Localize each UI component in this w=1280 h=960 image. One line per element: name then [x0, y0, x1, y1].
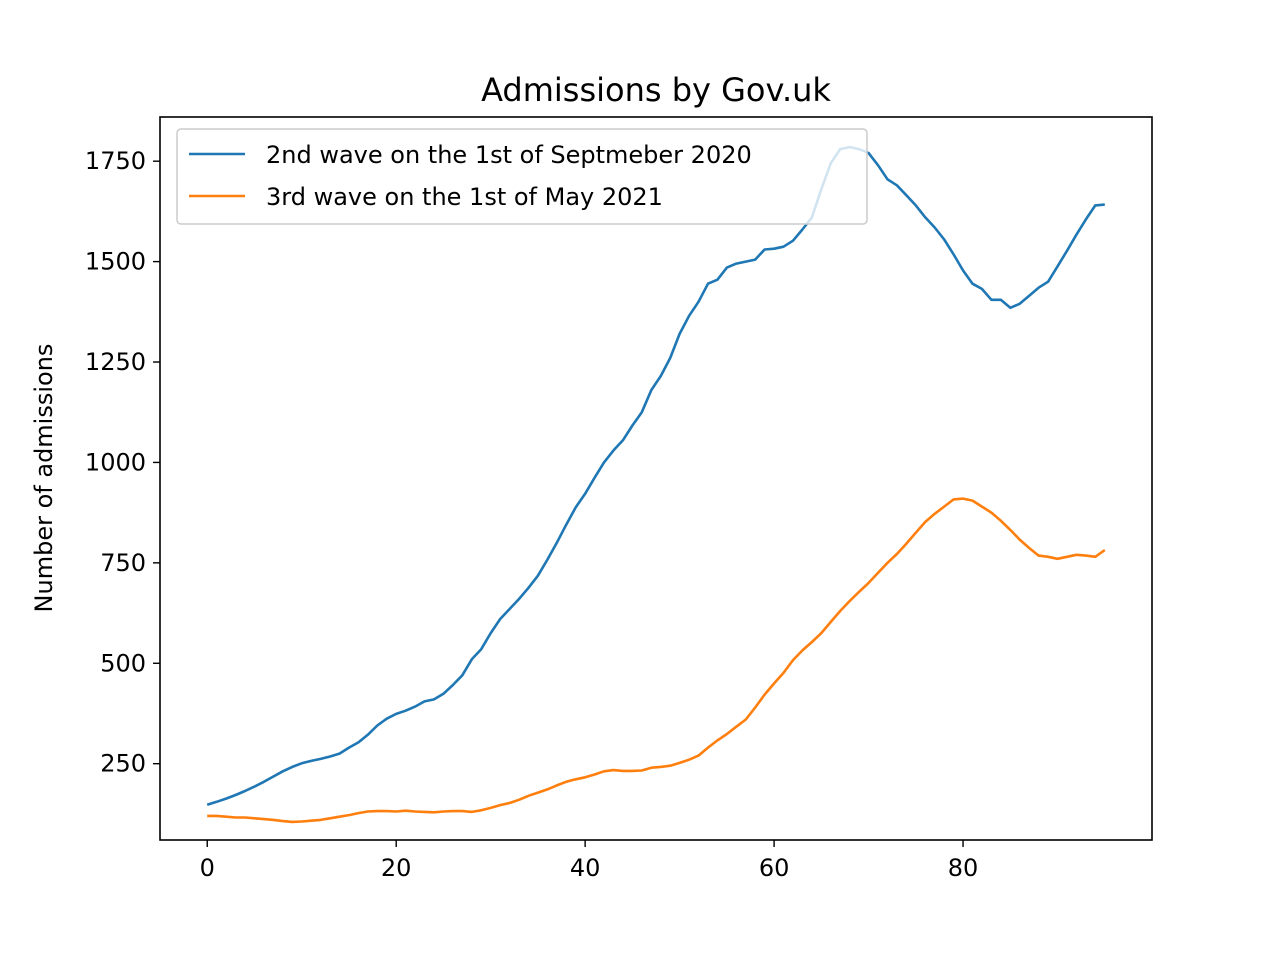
- y-axis: 250 500 750 1000 1250 1500 1750: [85, 147, 160, 778]
- y-tick-label: 250: [100, 750, 146, 778]
- x-tick-label: 20: [381, 854, 412, 882]
- legend: 2nd wave on the 1st of Septmeber 2020 3r…: [176, 128, 868, 225]
- plot-area-frame: [159, 116, 1153, 841]
- x-tick-label: 60: [759, 854, 790, 882]
- y-axis-label: Number of admissions: [30, 344, 58, 613]
- legend-label-2nd-wave: 2nd wave on the 1st of Septmeber 2020: [266, 141, 752, 169]
- x-tick-label: 80: [948, 854, 979, 882]
- y-tick-label: 1750: [85, 147, 146, 175]
- y-tick-label: 750: [100, 549, 146, 577]
- chart-title: Admissions by Gov.uk: [481, 71, 831, 109]
- legend-box: [176, 128, 868, 225]
- series-line-3rd-wave: [207, 497, 1106, 824]
- y-tick-label: 1250: [85, 348, 146, 376]
- x-tick-label: 0: [200, 854, 215, 882]
- series-line-2nd-wave: [206, 145, 1105, 806]
- y-tick-label: 500: [100, 649, 146, 677]
- x-axis: 0 20 40 60 80: [200, 840, 979, 882]
- y-tick-label: 1000: [85, 448, 146, 476]
- x-tick-label: 40: [570, 854, 601, 882]
- legend-label-3rd-wave: 3rd wave on the 1st of May 2021: [266, 183, 663, 211]
- y-tick-label: 1500: [85, 248, 146, 276]
- series-layer: [206, 145, 1106, 824]
